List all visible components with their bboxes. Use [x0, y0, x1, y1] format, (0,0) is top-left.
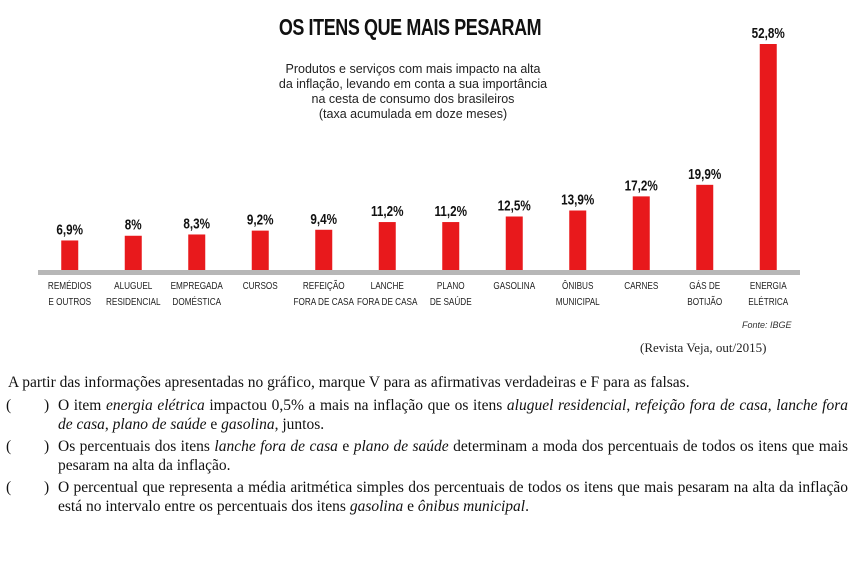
statement-emphasis: lanche fora de casa — [58, 397, 849, 433]
statement-row: () O percentual que representa a média ar… — [6, 478, 848, 516]
x-tick-label: EMPREGADA — [171, 280, 224, 291]
statement-list: () O item energia elétrica impactou 0,5% … — [6, 396, 848, 516]
statement-run: Os percentuais dos itens — [58, 438, 215, 455]
bar — [124, 235, 142, 270]
bar — [632, 196, 650, 270]
statement-run: O percentual que representa a média arit… — [58, 479, 848, 515]
answer-slot-open: ( — [6, 438, 12, 455]
data-label: 6,9% — [56, 221, 83, 238]
statement-run: e — [403, 498, 418, 515]
data-label: 19,9% — [688, 165, 721, 182]
bar — [61, 240, 79, 270]
statement-run: , — [626, 397, 635, 414]
data-label: 9,2% — [247, 211, 274, 228]
x-tick-label: PLANO — [437, 280, 465, 291]
chart-title: OS ITENS QUE MAIS PESARAM — [278, 14, 542, 40]
x-tick-label: DOMÉSTICA — [172, 296, 221, 307]
statement-run: determinam a moda dos percentuais de tod… — [58, 438, 848, 474]
statement-run: , — [104, 416, 113, 433]
x-tick-label: CARNES — [624, 280, 658, 291]
data-label: 8% — [125, 216, 142, 233]
chart-subtitle-line: da inflação, levando em conta a sua impo… — [278, 77, 548, 91]
bar — [315, 229, 333, 270]
statement-emphasis: aluguel residencial — [506, 397, 627, 414]
statement-run: e — [337, 438, 354, 455]
statement-run: . — [525, 498, 529, 515]
statement-emphasis: plano de saúde — [353, 438, 449, 455]
data-label: 8,3% — [183, 215, 210, 232]
bar — [569, 210, 587, 270]
chart-source: Fonte: IBGE — [742, 320, 792, 330]
question-prompt: A partir das informações apresentadas no… — [8, 374, 690, 391]
statement-run: , juntos. — [274, 416, 325, 433]
question-block: A partir das informações apresentadas no… — [6, 373, 848, 519]
bar — [378, 222, 396, 270]
citation: (Revista Veja, out/2015) — [640, 340, 767, 355]
data-label: 11,2% — [371, 203, 404, 220]
x-tick-label: ALUGUEL — [114, 280, 152, 291]
statement-emphasis: gasolina — [349, 498, 404, 515]
x-axis-strip — [38, 270, 800, 275]
statement-row: () Os percentuais dos itens lanche fora d… — [6, 437, 848, 475]
x-tick-label: REMÉDIOS — [48, 280, 92, 291]
answer-slot-open: ( — [6, 479, 12, 496]
answer-slot[interactable]: () — [6, 478, 58, 516]
data-label: 11,2% — [435, 203, 468, 220]
bar — [696, 184, 714, 270]
bar — [505, 216, 523, 270]
x-tick-label: ÔNIBUS — [562, 280, 593, 291]
x-tick-label: ELÉTRICA — [748, 296, 789, 307]
data-label: 17,2% — [625, 177, 658, 194]
statement-row: () O item energia elétrica impactou 0,5% … — [6, 396, 848, 434]
x-tick-label: REFEIÇÃO — [303, 280, 345, 291]
x-tick-label: FORA DE CASA — [294, 296, 355, 307]
chart-subtitle-line: (taxa acumulada em doze meses) — [318, 107, 508, 121]
bar-chart: 6,9% REMÉDIOS E OUTROS 8% ALUGUEL RESIDENCIAL… — [38, 25, 800, 307]
answer-slot[interactable]: () — [6, 437, 58, 475]
answer-slot-close: ) — [44, 397, 50, 414]
answer-slot-close: ) — [44, 479, 50, 496]
statement-text: O percentual que representa a média arit… — [58, 478, 848, 516]
statement-emphasis: gasolina — [221, 416, 275, 433]
answer-slot-open: ( — [6, 397, 12, 414]
data-label: 9,4% — [310, 210, 337, 227]
answer-slot-close: ) — [44, 438, 50, 455]
chart-subtitle: Produtos e serviços com mais impacto na … — [268, 62, 558, 122]
statement-emphasis: energia elétrica — [105, 397, 205, 414]
statement-text: Os percentuais dos itens lanche fora de … — [58, 437, 848, 475]
x-tick-label: E OUTROS — [48, 296, 91, 307]
x-tick-label: MUNICIPAL — [556, 296, 600, 307]
x-tick-label: GASOLINA — [493, 280, 536, 291]
x-tick-label: BOTIJÃO — [687, 296, 722, 307]
statement-run: impactou 0,5% a mais na inflação que os … — [204, 397, 507, 414]
x-tick-label: ENERGIA — [750, 280, 788, 291]
bar — [251, 230, 269, 270]
x-tick-label: RESIDENCIAL — [106, 296, 161, 307]
answer-slot[interactable]: () — [6, 396, 58, 434]
x-tick-label: GÁS DE — [689, 280, 720, 291]
statement-emphasis: plano de saúde — [112, 416, 207, 433]
data-label: 13,9% — [561, 191, 594, 208]
bar — [188, 234, 206, 270]
x-tick-label: CURSOS — [243, 280, 278, 291]
statement-emphasis: refeição fora de casa — [634, 397, 768, 414]
bar — [759, 44, 777, 270]
chart-subtitle-line: Produtos e serviços com mais impacto na … — [285, 62, 541, 76]
statement-emphasis: ônibus municipal — [417, 498, 526, 515]
statement-emphasis: lanche fora de casa — [214, 438, 338, 455]
data-label: 52,8% — [752, 25, 785, 42]
statement-run: , — [767, 397, 777, 414]
data-label: 12,5% — [498, 197, 531, 214]
statement-run: O item — [58, 397, 106, 414]
bar — [442, 222, 460, 270]
x-tick-label: DE SAÚDE — [430, 296, 472, 307]
chart-subtitle-line: na cesta de consumo dos brasileiros — [311, 92, 515, 106]
statement-run: e — [206, 416, 222, 433]
x-tick-label: FORA DE CASA — [357, 296, 418, 307]
statement-text: O item energia elétrica impactou 0,5% a … — [58, 396, 848, 434]
x-tick-label: LANCHE — [371, 280, 404, 291]
